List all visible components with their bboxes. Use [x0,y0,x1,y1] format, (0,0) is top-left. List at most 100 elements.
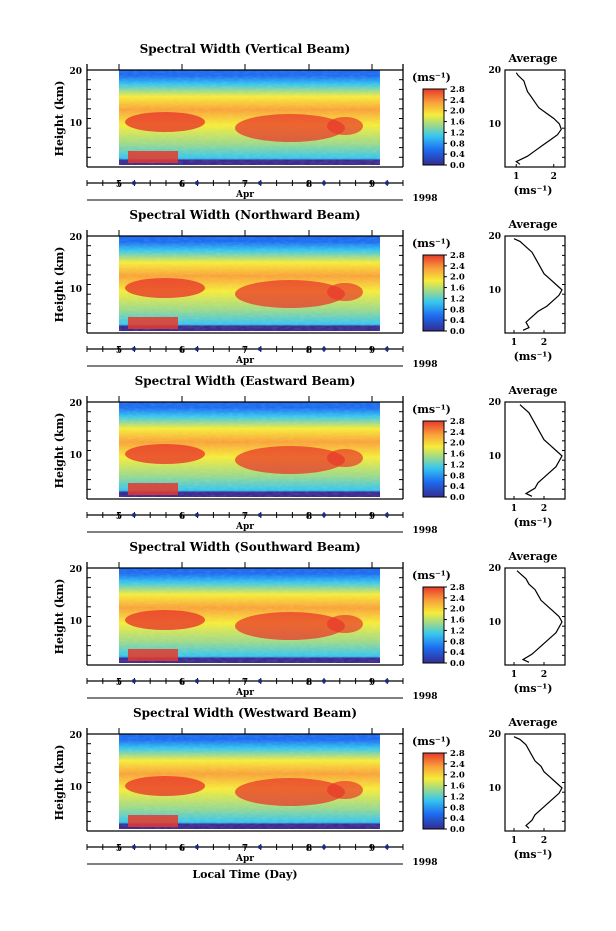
colorbar [422,752,445,830]
time-major-marker [258,347,262,351]
colorbar-tick-label: 0.0 [450,327,465,337]
average-y-tick-label: 10 [488,618,501,628]
average-x-tick-label: 2 [541,836,547,846]
heatmap-feature [125,776,205,796]
heatmap-feature [235,114,345,142]
x-tick-label: 5 [116,512,122,522]
colorbar-tick-label: 0.0 [450,493,465,503]
time-major-marker [385,181,389,185]
time-major-marker [195,679,199,683]
colorbar-tick-label: 1.2 [450,294,465,304]
average-x-tick-label: 1 [513,172,519,182]
colorbar-tick-label: 1.2 [450,460,465,470]
y-tick-label: 10 [69,119,82,129]
x-tick-label: 7 [242,346,248,356]
x-tick-label: 9 [369,180,375,190]
x-tick-label: 6 [179,512,185,522]
colorbar-tick-label: 2.4 [450,262,465,272]
time-major-marker [385,679,389,683]
colorbar-tick-label: 1.2 [450,626,465,636]
colorbar-tick-label: 2.8 [450,749,465,759]
heatmap-feature [235,280,345,308]
colorbar-tick-label: 2.0 [450,605,465,615]
average-x-tick-label: 1 [511,504,517,514]
colorbar-tick-label: 2.8 [450,251,465,261]
average-xlabel: (ms⁻¹) [514,350,553,363]
time-major-marker [132,513,136,517]
heatmap-feature [128,317,178,329]
month-label: Apr [235,688,254,698]
average-xlabel: (ms⁻¹) [514,682,553,695]
y-tick-label: 20 [69,67,82,77]
y-tick-label: 10 [69,451,82,461]
colorbar-tick-label: 1.6 [450,284,465,294]
y-tick-label: 20 [69,731,82,741]
panel-title: Spectral Width (Eastward Beam) [135,374,356,388]
year-label: 1998 [412,526,437,536]
average-frame [504,69,566,168]
average-y-tick-label: 10 [488,120,501,130]
time-major-marker [322,513,326,517]
y-axis-label: Height (km) [53,247,66,323]
y-tick-label: 10 [69,285,82,295]
heatmap-feature [125,278,205,298]
average-title: Average [507,550,557,563]
panel-2: Spectral Width (Northward Beam)2010Heigh… [53,208,566,370]
average-x-tick-label: 2 [541,338,547,348]
time-major-marker [132,679,136,683]
x-tick-label: 9 [369,346,375,356]
average-x-tick-label: 1 [511,338,517,348]
heatmap-feature [125,112,205,132]
colorbar [422,420,445,498]
x-tick-label: 5 [116,346,122,356]
heatmap-feature [128,649,178,661]
colorbar [422,88,445,166]
time-major-marker [132,347,136,351]
year-label: 1998 [412,360,437,370]
average-profile-line [513,238,563,331]
colorbar-tick-label: 2.4 [450,428,465,438]
y-tick-label: 20 [69,233,82,243]
x-tick-label: 7 [242,512,248,522]
y-tick-label: 20 [69,565,82,575]
heatmap-feature [128,815,178,827]
colorbar-tick-label: 0.0 [450,825,465,835]
average-x-tick-label: 1 [511,836,517,846]
x-tick-label: 9 [369,678,375,688]
heatmap-feature [235,612,345,640]
time-major-marker [195,347,199,351]
colorbar-units: (ms⁻¹) [412,735,451,748]
colorbar-tick-label: 0.4 [450,150,465,160]
colorbar-tick-label: 2.4 [450,760,465,770]
colorbar-tick-label: 0.4 [450,482,465,492]
colorbar-tick-label: 0.8 [450,471,465,481]
colorbar-units: (ms⁻¹) [412,569,451,582]
average-profile-line [519,404,563,497]
time-major-marker [385,845,389,849]
y-tick-label: 20 [69,399,82,409]
time-major-marker [132,845,136,849]
panel-1: Spectral Width (Vertical Beam)2010Height… [53,42,566,204]
heatmap-feature [128,151,178,163]
month-label: Apr [235,522,254,532]
y-tick-label: 10 [69,617,82,627]
colorbar-tick-label: 0.8 [450,305,465,315]
colorbar [422,254,445,332]
colorbar-tick-label: 0.0 [450,659,465,669]
colorbar-units: (ms⁻¹) [412,403,451,416]
average-y-tick-label: 20 [488,398,501,408]
time-major-marker [195,845,199,849]
year-label: 1998 [412,692,437,702]
average-x-tick-label: 2 [541,504,547,514]
heatmap-feature [235,778,345,806]
average-xlabel: (ms⁻¹) [514,184,553,197]
colorbar-units: (ms⁻¹) [412,237,451,250]
average-profile-line [516,570,563,663]
time-major-marker [385,513,389,517]
time-major-marker [322,181,326,185]
x-tick-label: 8 [306,512,312,522]
x-tick-label: 9 [369,512,375,522]
x-tick-label: 6 [179,844,185,854]
colorbar-tick-label: 2.0 [450,273,465,283]
colorbar-tick-label: 1.2 [450,792,465,802]
